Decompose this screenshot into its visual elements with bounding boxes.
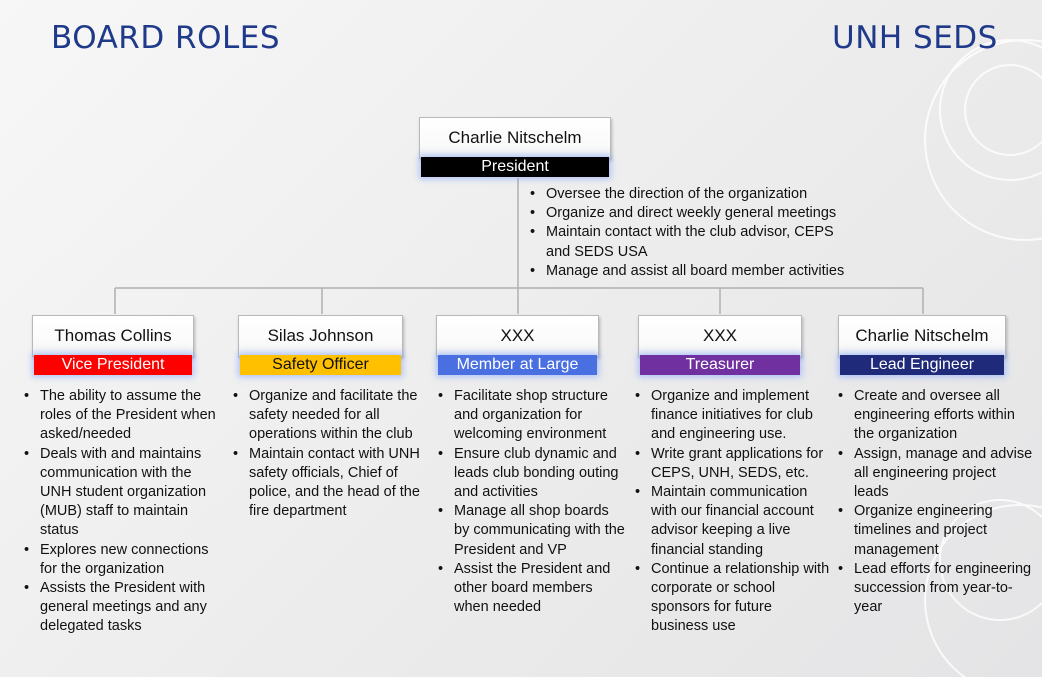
- list-item: Organize and facilitate the safety neede…: [231, 387, 427, 445]
- list-item: Explores new connections for the organiz…: [22, 541, 220, 579]
- list-item: Assist the President and other board mem…: [436, 560, 626, 618]
- member-card-member-at-large: XXX Member at Large: [436, 315, 599, 375]
- list-item: Manage all shop boards by communicating …: [436, 502, 626, 560]
- list-item: Write grant applications for CEPS, UNH, …: [633, 445, 833, 483]
- member-name: XXX: [436, 315, 599, 357]
- president-duties: Oversee the direction of the organizatio…: [528, 185, 858, 281]
- president-card: Charlie Nitschelm President: [419, 117, 611, 177]
- duties-treasurer: Organize and implement finance initiativ…: [633, 387, 833, 637]
- list-item: Manage and assist all board member activ…: [528, 262, 858, 281]
- list-item: Create and oversee all engineering effor…: [836, 387, 1034, 445]
- list-item: Organize engineering timelines and proje…: [836, 502, 1034, 560]
- member-card-treasurer: XXX Treasurer: [638, 315, 802, 375]
- list-item: The ability to assume the roles of the P…: [22, 387, 220, 445]
- president-name: Charlie Nitschelm: [419, 117, 611, 159]
- list-item: Assign, manage and advise all engineerin…: [836, 445, 1034, 503]
- list-item: Maintain communication with our financia…: [633, 483, 833, 560]
- role-label-lead-engineer: Lead Engineer: [840, 355, 1004, 375]
- page-title: BOARD ROLES: [51, 20, 281, 56]
- list-item: Organize and direct weekly general meeti…: [528, 204, 858, 223]
- duties-vice-president: The ability to assume the roles of the P…: [22, 387, 220, 637]
- member-name: Silas Johnson: [238, 315, 403, 357]
- member-name: XXX: [638, 315, 802, 357]
- role-label-vice-president: Vice President: [34, 355, 192, 375]
- member-card-lead-engineer: Charlie Nitschelm Lead Engineer: [838, 315, 1006, 375]
- president-role-label: President: [421, 157, 609, 177]
- list-item: Oversee the direction of the organizatio…: [528, 185, 858, 204]
- list-item: Ensure club dynamic and leads club bondi…: [436, 445, 626, 503]
- list-item: Maintain contact with UNH safety officia…: [231, 445, 427, 522]
- role-label-safety-officer: Safety Officer: [240, 355, 401, 375]
- list-item: Maintain contact with the club advisor, …: [528, 223, 858, 261]
- duties-safety-officer: Organize and facilitate the safety neede…: [231, 387, 427, 521]
- list-item: Lead efforts for engineering succession …: [836, 560, 1034, 618]
- list-item: Assists the President with general meeti…: [22, 579, 220, 637]
- duties-member-at-large: Facilitate shop structure and organizati…: [436, 387, 626, 617]
- list-item: Continue a relationship with corporate o…: [633, 560, 833, 637]
- role-label-member-at-large: Member at Large: [438, 355, 597, 375]
- member-name: Charlie Nitschelm: [838, 315, 1006, 357]
- role-label-treasurer: Treasurer: [640, 355, 800, 375]
- duties-lead-engineer: Create and oversee all engineering effor…: [836, 387, 1034, 617]
- list-item: Organize and implement finance initiativ…: [633, 387, 833, 445]
- member-card-vice-president: Thomas Collins Vice President: [32, 315, 194, 375]
- list-item: Facilitate shop structure and organizati…: [436, 387, 626, 445]
- organization-title: UNH SEDS: [832, 20, 998, 56]
- member-card-safety-officer: Silas Johnson Safety Officer: [238, 315, 403, 375]
- member-name: Thomas Collins: [32, 315, 194, 357]
- list-item: Deals with and maintains communication w…: [22, 445, 220, 541]
